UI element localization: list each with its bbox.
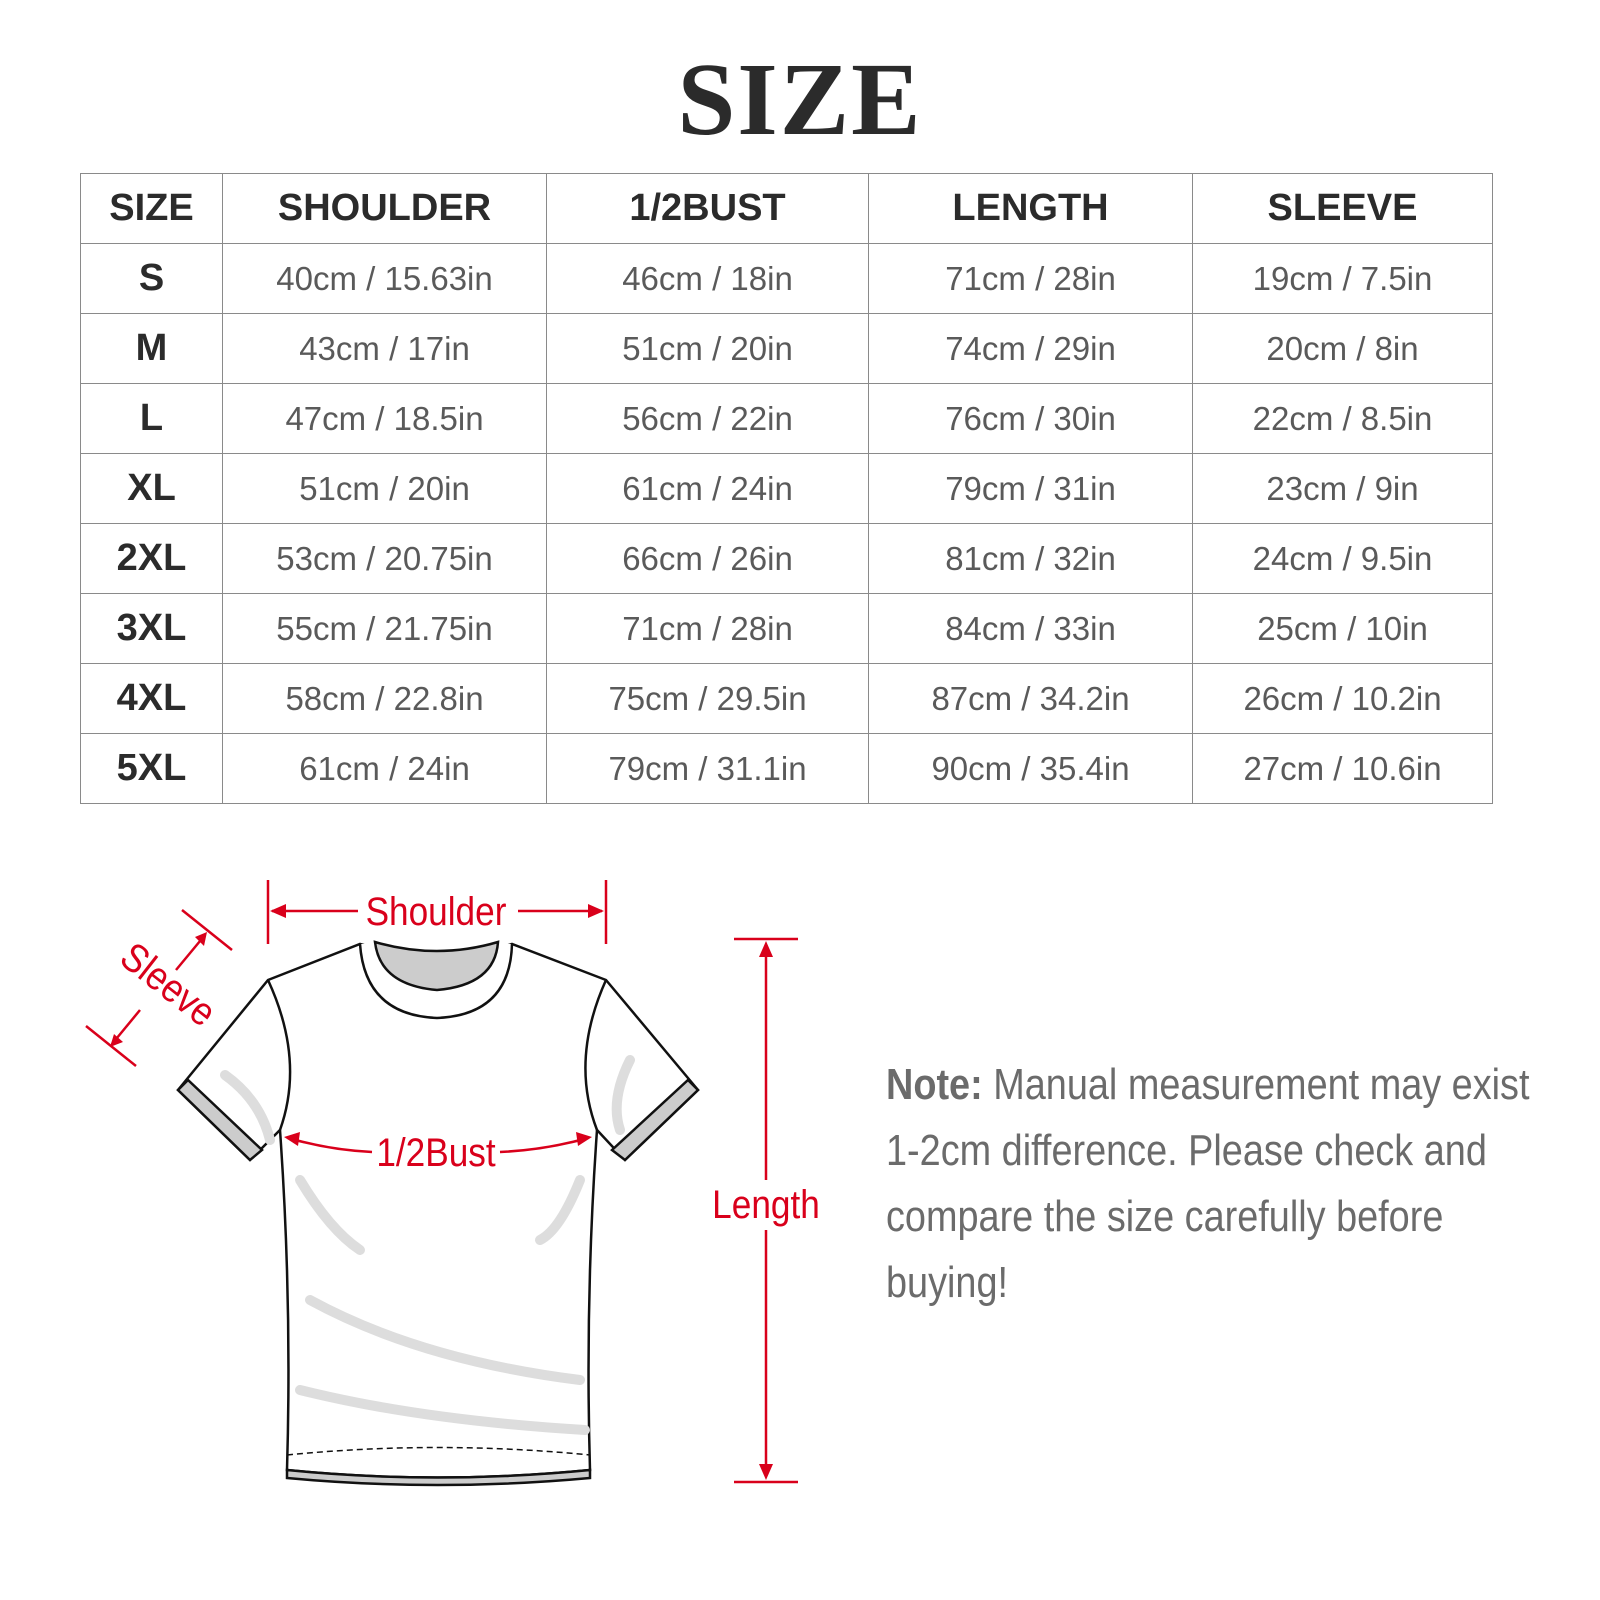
measurement-cell: 71cm / 28in: [546, 593, 869, 664]
page-title: SIZE: [677, 42, 923, 157]
note-text: Note: Manual measurement may exist 1-2cm…: [886, 1052, 1557, 1316]
measurement-cell: 61cm / 24in: [546, 453, 869, 524]
measurement-cell: 87cm / 34.2in: [868, 663, 1193, 734]
measurement-cell: 71cm / 28in: [868, 243, 1193, 314]
column-header: SLEEVE: [1192, 173, 1493, 244]
size-cell: M: [80, 313, 223, 384]
measurement-cell: 90cm / 35.4in: [868, 733, 1193, 804]
tshirt-diagram: Shoulder Sleeve 1/2Bust Length: [85, 880, 820, 1487]
measurement-cell: 74cm / 29in: [868, 313, 1193, 384]
size-cell: S: [80, 243, 223, 314]
measurement-cell: 47cm / 18.5in: [222, 383, 547, 454]
size-cell: 4XL: [80, 663, 223, 734]
size-cell: XL: [80, 453, 223, 524]
measurement-cell: 40cm / 15.63in: [222, 243, 547, 314]
column-header: 1/2BUST: [546, 173, 869, 244]
measurement-cell: 25cm / 10in: [1192, 593, 1493, 664]
measurement-cell: 55cm / 21.75in: [222, 593, 547, 664]
note-body: Manual measurement may exist 1-2cm diffe…: [886, 1060, 1530, 1307]
size-cell: 2XL: [80, 523, 223, 594]
measurement-cell: 24cm / 9.5in: [1192, 523, 1493, 594]
measurement-cell: 20cm / 8in: [1192, 313, 1493, 384]
fabric-shading: [220, 1055, 635, 1435]
table-row: S 40cm / 15.63in 46cm / 18in 71cm / 28in 19c…: [80, 243, 1493, 314]
size-table: SIZE SHOULDER 1/2BUST LENGTH SLEEVE S 40cm / …: [80, 173, 1493, 804]
measurement-cell: 66cm / 26in: [546, 523, 869, 594]
measurement-cell: 79cm / 31in: [868, 453, 1193, 524]
measurement-cell: 81cm / 32in: [868, 523, 1193, 594]
size-cell: L: [80, 383, 223, 454]
column-header: LENGTH: [868, 173, 1193, 244]
table-row: L 47cm / 18.5in 56cm / 22in 76cm / 30in 22cm…: [80, 383, 1493, 454]
measurement-cell: 75cm / 29.5in: [546, 663, 869, 734]
measurement-cell: 79cm / 31.1in: [546, 733, 869, 804]
measurement-cell: 27cm / 10.6in: [1192, 733, 1493, 804]
measurement-arrows: [85, 880, 798, 1484]
measurement-cell: 56cm / 22in: [546, 383, 869, 454]
column-header: SHOULDER: [222, 173, 547, 244]
measurement-cell: 19cm / 7.5in: [1192, 243, 1493, 314]
measurement-cell: 43cm / 17in: [222, 313, 547, 384]
tshirt-icon: [176, 940, 700, 1487]
measurement-cell: 46cm / 18in: [546, 243, 869, 314]
measurement-cell: 22cm / 8.5in: [1192, 383, 1493, 454]
measurement-cell: 51cm / 20in: [546, 313, 869, 384]
measurement-cell: 61cm / 24in: [222, 733, 547, 804]
size-cell: 3XL: [80, 593, 223, 664]
measurement-cell: 53cm / 20.75in: [222, 523, 547, 594]
table-row: M 43cm / 17in 51cm / 20in 74cm / 29in 20cm /…: [80, 313, 1493, 384]
table-row: 2XL 53cm / 20.75in 66cm / 26in 81cm / 32in 2…: [80, 523, 1493, 594]
size-cell: 5XL: [80, 733, 223, 804]
note-prefix: Note:: [886, 1060, 983, 1109]
measurement-cell: 84cm / 33in: [868, 593, 1193, 664]
bust-label: 1/2Bust: [376, 1130, 496, 1175]
sleeve-label: Sleeve: [112, 933, 224, 1034]
column-header: SIZE: [80, 173, 223, 244]
table-row: 5XL 61cm / 24in 79cm / 31.1in 90cm / 35.4in…: [80, 733, 1493, 804]
table-row: 3XL 55cm / 21.75in 71cm / 28in 84cm / 33in 2…: [80, 593, 1493, 664]
table-row: 4XL 58cm / 22.8in 75cm / 29.5in 87cm / 34.2…: [80, 663, 1493, 734]
measurement-cell: 51cm / 20in: [222, 453, 547, 524]
table-row: XL 51cm / 20in 61cm / 24in 79cm / 31in 23cm …: [80, 453, 1493, 524]
shoulder-label: Shoulder: [366, 889, 507, 934]
measurement-cell: 26cm / 10.2in: [1192, 663, 1493, 734]
table-header-row: SIZE SHOULDER 1/2BUST LENGTH SLEEVE: [80, 173, 1493, 244]
measurement-cell: 23cm / 9in: [1192, 453, 1493, 524]
length-label: Length: [712, 1182, 820, 1227]
measurement-cell: 58cm / 22.8in: [222, 663, 547, 734]
measurement-cell: 76cm / 30in: [868, 383, 1193, 454]
